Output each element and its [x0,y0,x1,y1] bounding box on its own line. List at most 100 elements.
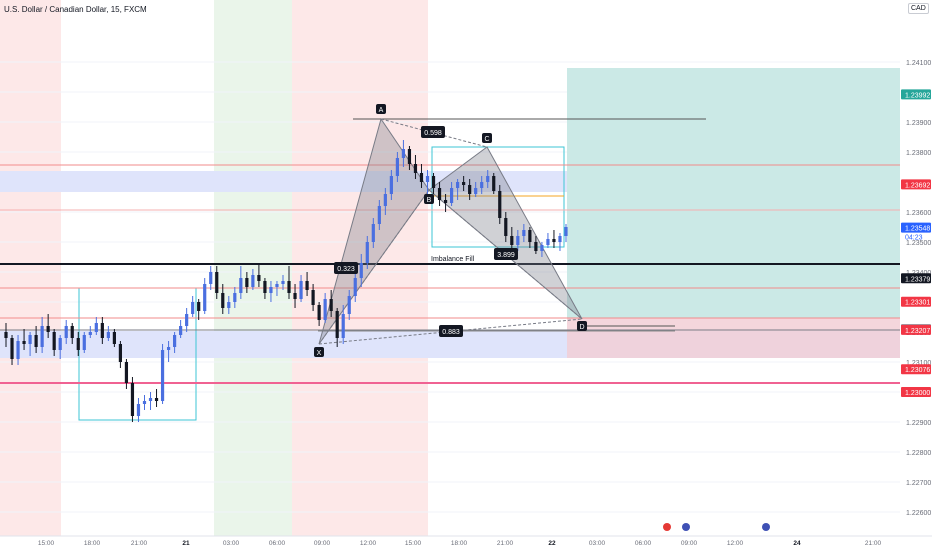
candle-body [365,242,369,263]
candle-body [112,332,116,344]
candle-body [443,200,448,203]
time-tick-label: 18:00 [84,540,101,547]
pattern-point-c-tag [482,133,492,143]
candle-body [498,191,502,218]
price-tick-label: 1.24100 [906,60,931,67]
pattern-point-b-tag [424,194,434,204]
event-flag-icon[interactable] [762,523,770,531]
candle-body [70,326,74,338]
candle-body [52,332,56,350]
stop-loss-zone [567,318,900,358]
candle-body [58,338,62,350]
candle-body [437,188,442,200]
candle-body [136,404,141,416]
ratio-tag [421,126,445,138]
candle-body [347,296,351,314]
candle-body [94,323,98,332]
candle-body [359,263,363,278]
candle-body [425,176,430,182]
price-label-text: 1.23301 [905,300,930,307]
candle-body [431,176,436,188]
pattern-point-label: B [427,197,432,204]
candle-body [516,236,520,245]
price-label-text: 1.23548 [905,226,930,233]
price-tick-label: 1.23900 [906,120,931,127]
candle-body [522,230,526,236]
candle-body [413,164,418,173]
time-tick-label: 09:00 [681,540,698,547]
ratio-label: 0.598 [424,130,442,137]
time-tick-label: 09:00 [314,540,331,547]
pattern-labels: X A B C D 0.598 0.323 3.899 0.883 Imbalance Fill [314,104,587,357]
candle-body [504,218,508,236]
candle-body [353,278,357,296]
candle-body [389,176,393,194]
price-label-text: 1.23076 [905,367,930,374]
pattern-point-label: X [317,350,322,357]
candle-body [480,182,484,188]
candle-body [456,182,460,188]
candle-body [239,278,243,293]
ratio-label: 0.883 [442,329,460,336]
candle-body [203,284,207,311]
candle-body [257,275,261,281]
candle-body [305,281,309,290]
price-tick-label: 1.23500 [906,240,931,247]
time-axis: 15:00 18:00 21:00 21 03:00 06:00 09:00 12:00 15:… [0,523,932,550]
candle-body [449,188,454,203]
currency-badge[interactable]: CAD [908,3,929,14]
candle-body [269,287,273,293]
ratio-tag [439,325,463,337]
time-tick-label: 24 [793,540,801,547]
candle-body [293,293,297,299]
candles [4,140,568,422]
candle-body [287,281,291,293]
price-tick-label: 1.23600 [906,210,931,217]
pattern-point-a-tag [376,104,386,114]
ratio-tag [494,248,518,260]
candle-body [130,383,135,416]
candle-body [76,338,80,350]
candle-body [124,362,129,383]
time-tick-label: 06:00 [269,540,286,547]
price-label-text: 1.23692 [905,182,930,189]
candle-body [281,281,285,284]
candle-body [22,341,26,344]
candle-body [341,314,345,338]
candle-body [558,236,562,242]
candle-body [215,272,219,293]
candle-body [377,206,381,224]
time-tick-label: 12:00 [727,540,744,547]
price-tick-label: 1.22900 [906,420,931,427]
candle-body [46,326,50,332]
candle-body [227,302,231,308]
symbol-title[interactable]: U.S. Dollar / Canadian Dollar, 15, FXCM [4,5,147,14]
candle-body [28,335,32,344]
candle-body [534,242,538,251]
price-label-tag [901,222,931,233]
price-tick-label: 1.22600 [906,510,931,517]
price-label-tag [901,364,931,375]
candle-body [474,188,478,194]
candle-body [4,332,8,338]
price-tick-label: 1.22800 [906,450,931,457]
candle-body [492,176,496,191]
candle-body [275,284,279,287]
candle-body [148,398,153,401]
candle-body [197,302,201,311]
candle-body [191,302,195,314]
event-flag-icon[interactable] [682,523,690,531]
price-label-text: 1.23992 [905,92,930,99]
price-label-tag [901,296,931,307]
event-flag-icon[interactable] [663,523,671,531]
candle-body [401,149,406,158]
time-tick-label: 21 [182,540,190,547]
time-tick-label: 03:00 [223,540,240,547]
candle-body [245,278,249,287]
candle-body [173,335,177,347]
price-label-tag [901,387,931,397]
time-tick-label: 06:00 [635,540,652,547]
time-tick-label: 03:00 [589,540,606,547]
